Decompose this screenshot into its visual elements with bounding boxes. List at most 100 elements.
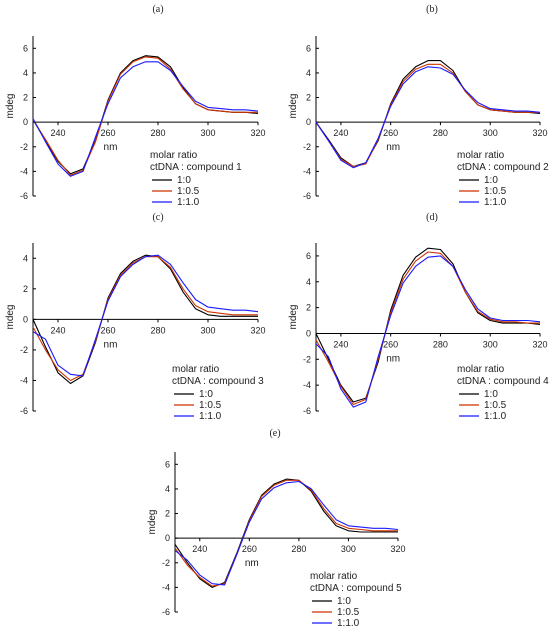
legend-entry: 1:0.5 bbox=[337, 607, 360, 618]
legend-title: ctDNA : compound 3 bbox=[172, 376, 264, 387]
x-tick-label: 240 bbox=[50, 128, 65, 138]
panel-1: (a) -6 -4 -2 0 2 4 6 240 260 280 300 320 nm mdeg molar … bbox=[5, 4, 266, 208]
y-axis-label: mdeg bbox=[147, 509, 158, 534]
legend-entry: 1:0 bbox=[337, 596, 351, 607]
legend-entry: 1:1.0 bbox=[199, 411, 222, 422]
x-axis-label: nm bbox=[386, 142, 400, 153]
panel-label: (c) bbox=[152, 212, 163, 223]
y-tick-label: 6 bbox=[306, 43, 311, 53]
legend-entry: 1:0 bbox=[484, 175, 498, 186]
y-tick-label: -6 bbox=[162, 607, 170, 617]
y-axis-label: mdeg bbox=[5, 304, 16, 329]
panel-2: (b) -6 -4 -2 0 2 4 6 240 260 280 300 320 nm mdeg molar … bbox=[288, 4, 549, 208]
x-tick-label: 300 bbox=[341, 544, 356, 554]
x-tick-label: 320 bbox=[532, 339, 547, 349]
y-tick-label: 6 bbox=[23, 43, 28, 53]
panel-3: (c) -6 -4 -2 0 2 4 240 260 280 300 320 nm mdeg molar r… bbox=[5, 212, 266, 422]
y-tick-label: -4 bbox=[20, 166, 28, 176]
x-axis-label: nm bbox=[104, 142, 118, 153]
series-line-3 bbox=[315, 255, 541, 408]
series-line-2 bbox=[315, 63, 540, 168]
x-tick-label: 260 bbox=[383, 339, 398, 349]
panel-label: (b) bbox=[426, 4, 438, 15]
x-tick-label: 260 bbox=[100, 128, 115, 138]
y-tick-label: 4 bbox=[23, 253, 28, 263]
legend-entry: 1:0 bbox=[199, 389, 213, 400]
x-tick-label: 280 bbox=[150, 128, 165, 138]
x-tick-label: 300 bbox=[200, 128, 215, 138]
x-tick-label: 260 bbox=[100, 325, 115, 335]
y-tick-label: 4 bbox=[165, 484, 170, 494]
legend-entry: 1:0.5 bbox=[484, 186, 507, 197]
y-tick-label: 0 bbox=[23, 314, 28, 324]
y-tick-label: -4 bbox=[303, 166, 311, 176]
legend-entry: 1:1.0 bbox=[337, 618, 360, 629]
series-line-1 bbox=[315, 60, 541, 168]
x-tick-label: 240 bbox=[333, 339, 348, 349]
y-tick-label: -2 bbox=[303, 354, 311, 364]
y-tick-label: -2 bbox=[162, 558, 170, 568]
x-tick-label: 260 bbox=[242, 544, 257, 554]
panel-label: (e) bbox=[269, 428, 280, 439]
panel-4: (d) -6 -4 -2 0 2 4 6 240 260 280 300 320 nm mdeg molar … bbox=[288, 212, 549, 422]
panel-label: (a) bbox=[152, 4, 163, 15]
legend-entry: 1:0.5 bbox=[177, 186, 200, 197]
legend-title: molar ratio bbox=[150, 150, 198, 161]
x-tick-label: 280 bbox=[433, 339, 448, 349]
x-tick-label: 280 bbox=[433, 128, 448, 138]
y-tick-label: 2 bbox=[306, 93, 311, 103]
panel-5: (e) -6 -4 -2 0 2 4 6 240 260 280 300 320 nm mdeg molar … bbox=[147, 428, 406, 629]
series-line-3 bbox=[315, 66, 541, 169]
y-axis-label: mdeg bbox=[288, 93, 299, 118]
y-axis-label: mdeg bbox=[288, 304, 299, 329]
series-line-2 bbox=[174, 479, 398, 587]
y-tick-label: 6 bbox=[165, 459, 170, 469]
legend-entry: 1:0.5 bbox=[484, 400, 507, 411]
x-tick-label: 300 bbox=[483, 339, 498, 349]
y-tick-label: -4 bbox=[303, 380, 311, 390]
x-tick-label: 280 bbox=[291, 544, 306, 554]
y-tick-label: 2 bbox=[306, 303, 311, 313]
x-axis-label: nm bbox=[386, 353, 400, 364]
x-tick-label: 320 bbox=[390, 544, 405, 554]
x-tick-label: 240 bbox=[333, 128, 348, 138]
series-line-3 bbox=[174, 480, 399, 586]
y-tick-label: 2 bbox=[23, 284, 28, 294]
y-tick-label: 0 bbox=[165, 533, 170, 543]
series-line-3 bbox=[32, 254, 259, 377]
y-tick-label: -6 bbox=[20, 191, 28, 201]
series-line-1 bbox=[315, 247, 541, 403]
x-tick-label: 300 bbox=[483, 128, 498, 138]
y-tick-label: 0 bbox=[23, 117, 28, 127]
x-tick-label: 240 bbox=[192, 544, 207, 554]
x-tick-label: 320 bbox=[532, 128, 547, 138]
x-tick-label: 320 bbox=[250, 325, 265, 335]
x-axis-label: nm bbox=[245, 558, 259, 569]
legend-entry: 1:1.0 bbox=[484, 411, 507, 422]
series-line-1 bbox=[174, 478, 398, 588]
series-line-2 bbox=[32, 256, 258, 382]
y-tick-label: 4 bbox=[306, 68, 311, 78]
legend-title: molar ratio bbox=[310, 571, 358, 582]
series-line-1 bbox=[32, 254, 258, 385]
x-tick-label: 240 bbox=[50, 325, 65, 335]
legend-entry: 1:0 bbox=[177, 175, 191, 186]
legend-title: molar ratio bbox=[457, 364, 505, 375]
y-axis-label: mdeg bbox=[5, 93, 16, 118]
legend-entry: 1:1.0 bbox=[177, 197, 200, 208]
y-tick-label: -2 bbox=[20, 345, 28, 355]
x-tick-label: 300 bbox=[200, 325, 215, 335]
series-line-2 bbox=[32, 56, 258, 176]
legend-title: ctDNA : compound 4 bbox=[457, 376, 549, 387]
y-tick-label: 0 bbox=[306, 328, 311, 338]
y-tick-label: 4 bbox=[23, 68, 28, 78]
x-tick-label: 280 bbox=[150, 325, 165, 335]
series-line-2 bbox=[315, 251, 540, 406]
y-tick-label: -4 bbox=[20, 375, 28, 385]
